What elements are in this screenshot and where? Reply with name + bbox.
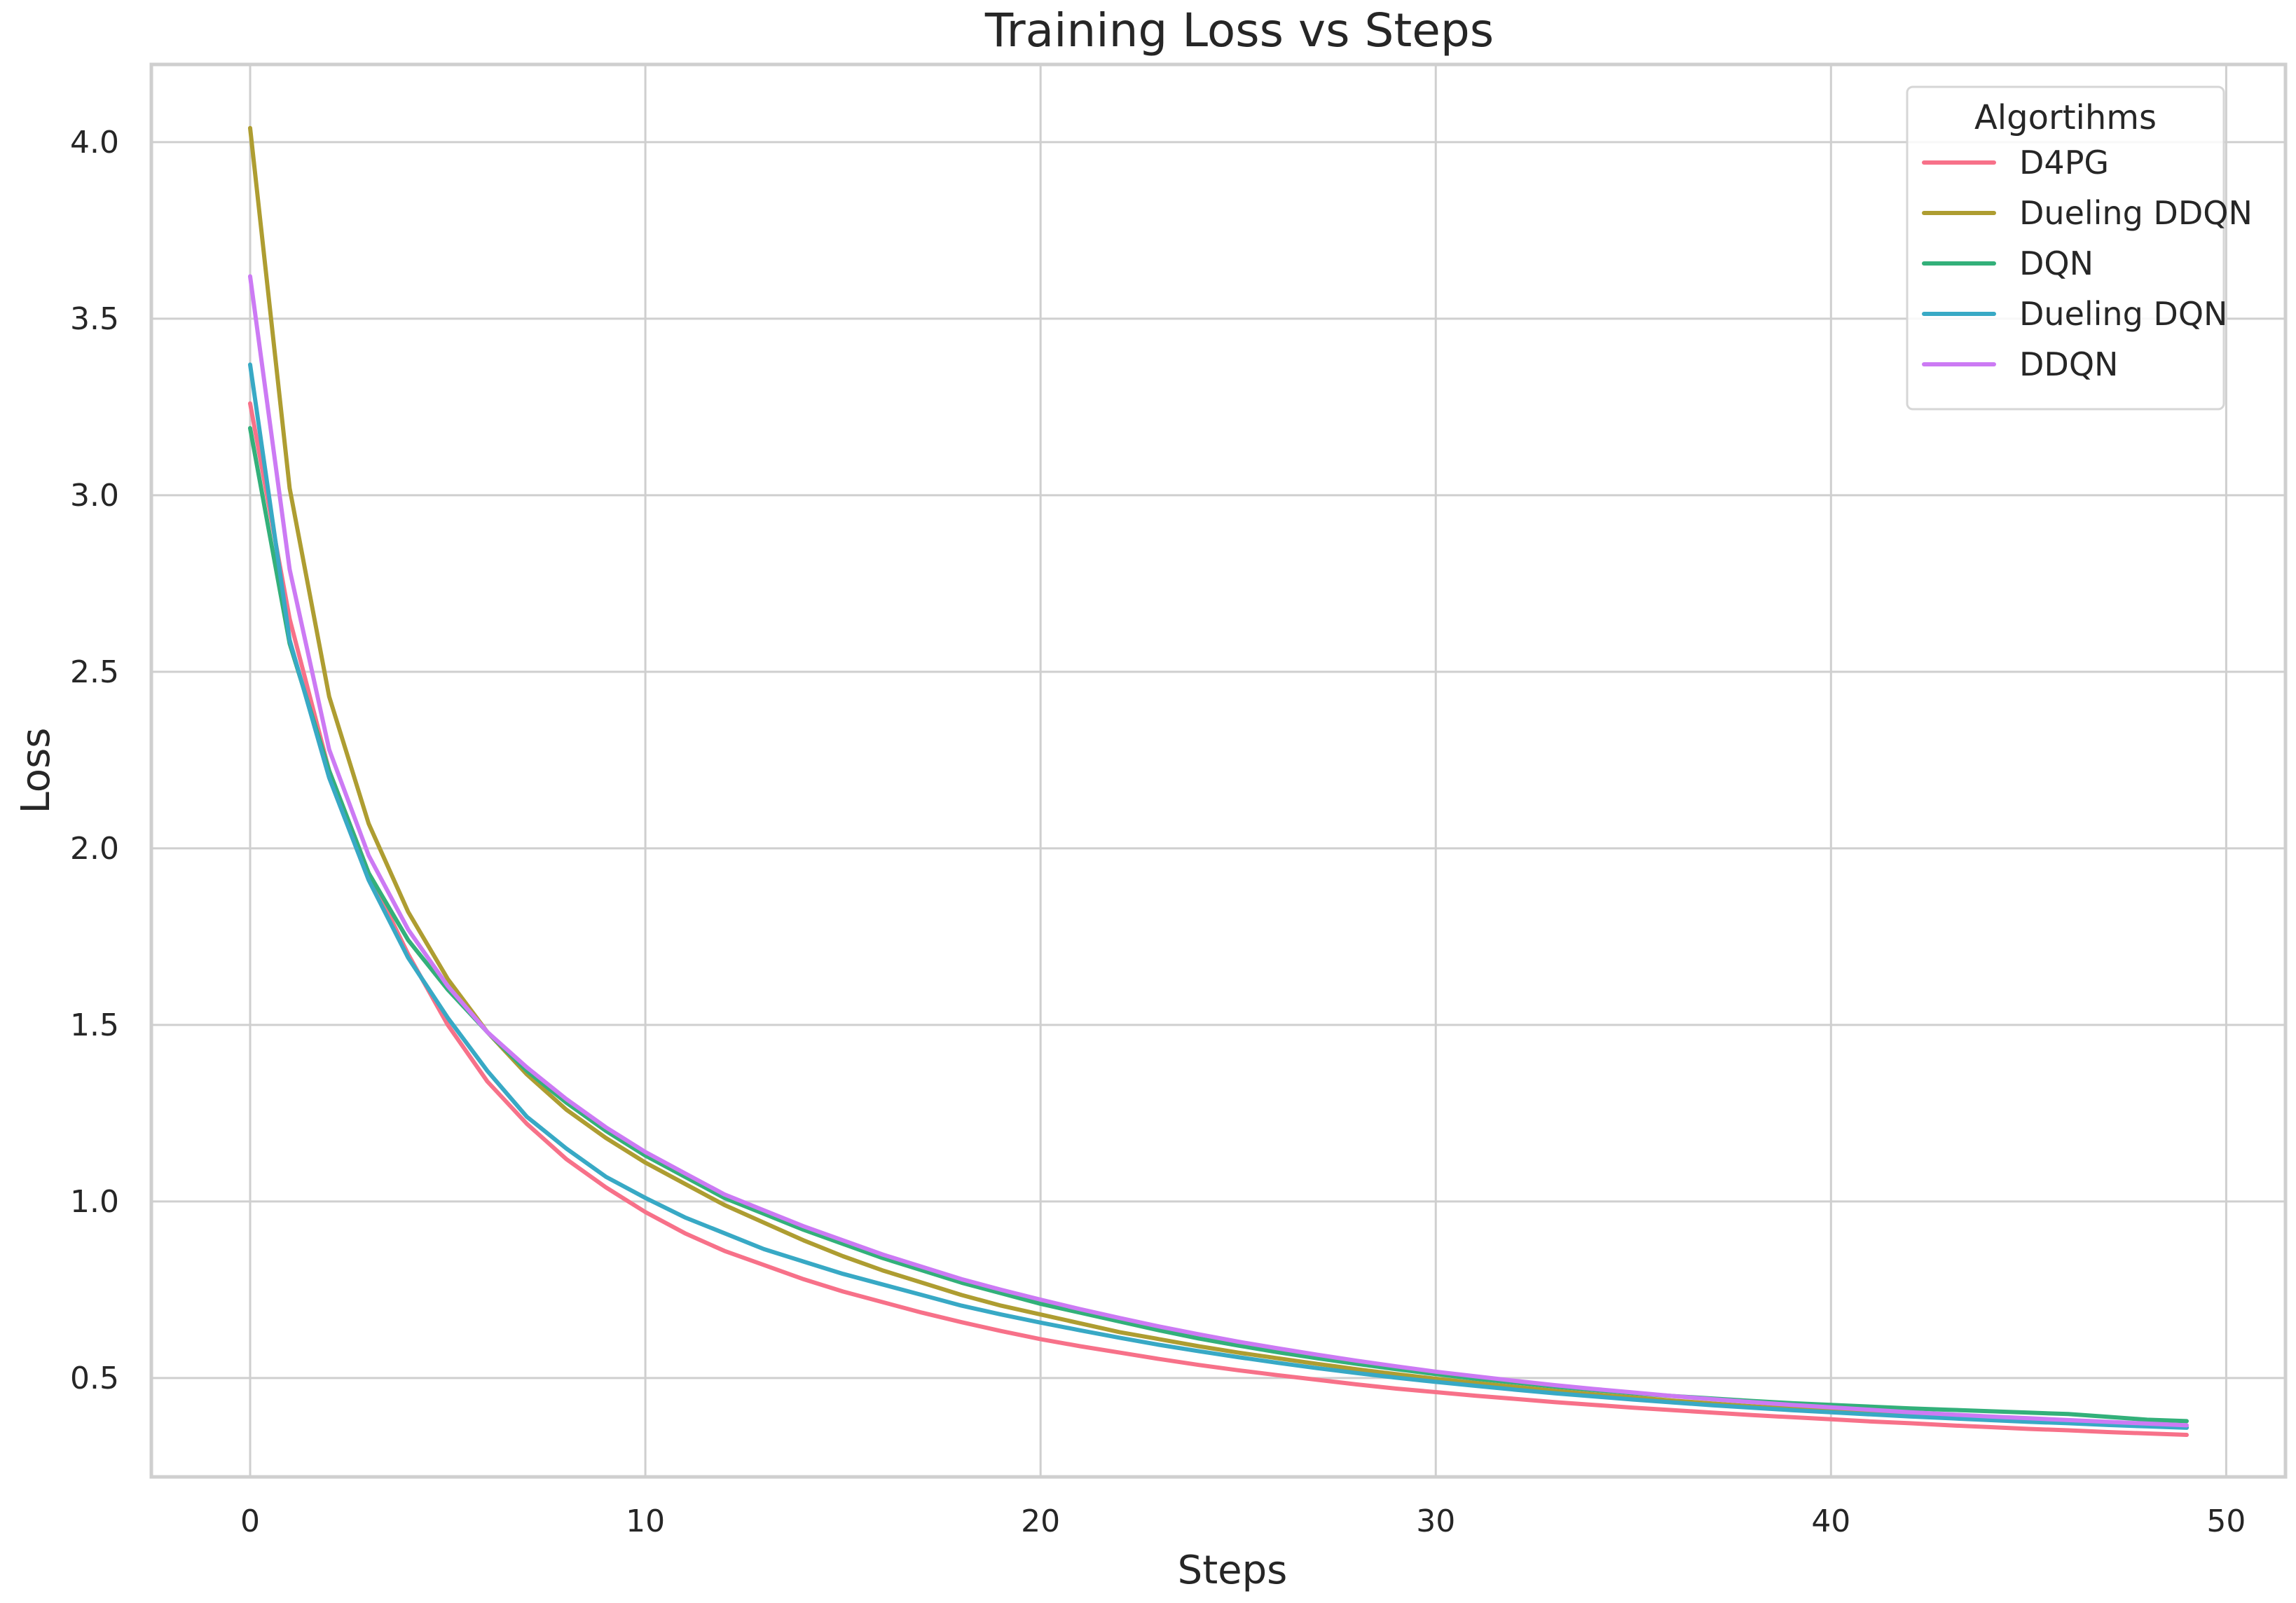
legend-label: Dueling DDQN — [2019, 194, 2253, 232]
legend-item: D4PG — [1922, 144, 2109, 181]
x-tick-label: 40 — [1811, 1504, 1850, 1539]
legend-item: Dueling DDQN — [1922, 194, 2253, 232]
legend-label: Dueling DQN — [2019, 295, 2227, 333]
series-line-d4pg — [248, 401, 2189, 1437]
x-axis-label: Steps — [1178, 1548, 1288, 1593]
y-tick-label: 3.0 — [70, 478, 119, 514]
series-lines — [248, 125, 2189, 1437]
legend-title: Algortihms — [1974, 98, 2157, 137]
y-tick-label: 2.5 — [70, 654, 119, 690]
series-line-ddqn — [248, 274, 2189, 1428]
x-tick-label: 30 — [1416, 1504, 1455, 1539]
legend: Algortihms D4PG Dueling DDQN DQN Dueling DQ… — [1906, 85, 2253, 411]
y-tick-label: 3.5 — [70, 301, 119, 337]
legend-label: DDQN — [2019, 345, 2118, 383]
series-line-dueling-dqn — [248, 362, 2189, 1430]
legend-box — [1906, 85, 2225, 411]
x-tick-label: 0 — [240, 1504, 260, 1539]
x-tick-label: 10 — [626, 1504, 665, 1539]
legend-items: D4PG Dueling DDQN DQN Dueling DQN DDQN — [1922, 144, 2253, 383]
chart-title: Training Loss vs Steps — [984, 4, 1494, 57]
legend-item: DQN — [1922, 245, 2094, 282]
y-tick-label: 1.0 — [70, 1184, 119, 1220]
legend-item: DDQN — [1922, 345, 2118, 383]
legend-label: DQN — [2019, 245, 2094, 282]
legend-label: D4PG — [2019, 144, 2109, 181]
y-tick-label: 0.5 — [70, 1361, 119, 1396]
y-tick-label: 2.0 — [70, 831, 119, 867]
y-axis-label: Loss — [13, 728, 59, 814]
series-line-dqn — [248, 426, 2189, 1424]
x-tick-label: 50 — [2206, 1504, 2246, 1539]
series-line-dueling-ddqn — [248, 125, 2189, 1430]
y-tick-label: 1.5 — [70, 1007, 119, 1043]
legend-item: Dueling DQN — [1922, 295, 2227, 333]
x-tick-label: 20 — [1021, 1504, 1060, 1539]
tick-labels: 0 10 20 30 40 50 0.5 1.0 1.5 2.0 2.5 3.0 3.5 4.0 — [70, 125, 2246, 1539]
plot-area-frame — [149, 62, 2288, 1479]
y-tick-label: 4.0 — [70, 125, 119, 160]
